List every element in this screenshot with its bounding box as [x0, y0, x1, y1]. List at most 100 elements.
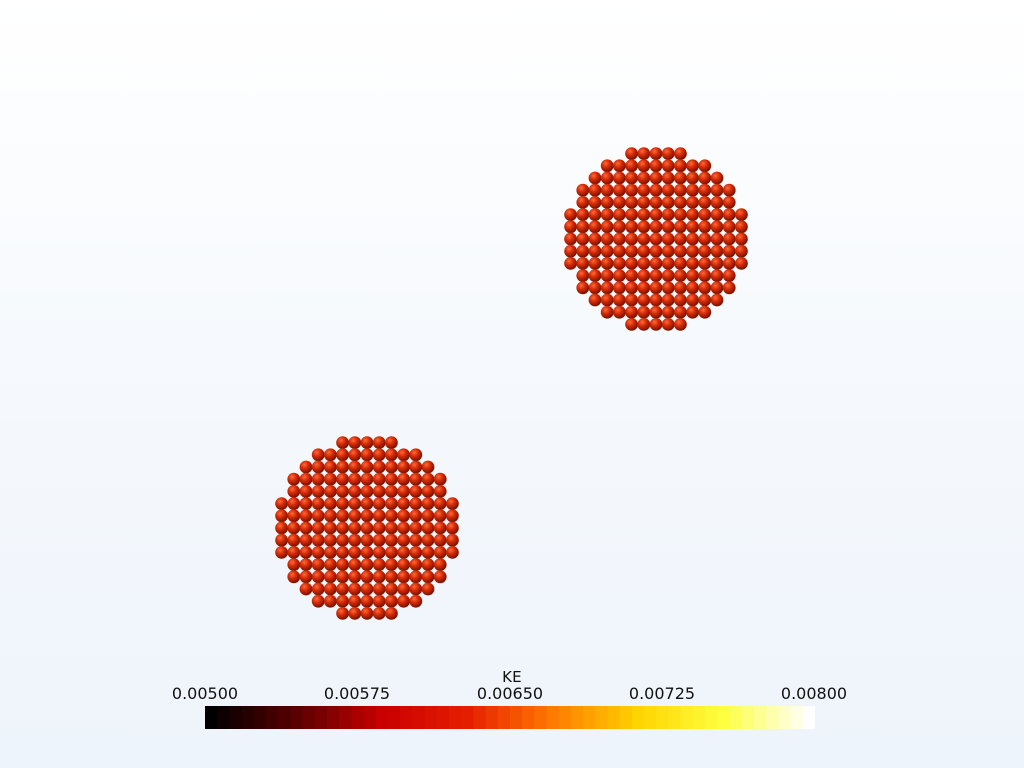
particle [348, 521, 362, 535]
particle [686, 244, 699, 258]
particle [649, 220, 663, 234]
particle [613, 196, 626, 209]
particle [324, 497, 337, 510]
particle [409, 533, 423, 547]
particle [588, 183, 602, 197]
particle [649, 293, 663, 307]
particle [649, 171, 663, 185]
particle [600, 269, 614, 282]
particle [287, 533, 301, 547]
particle [360, 582, 374, 596]
particle [576, 220, 590, 234]
particle [564, 208, 577, 222]
particle [397, 546, 410, 559]
particle [686, 232, 699, 246]
particle [698, 208, 712, 222]
particle [674, 305, 687, 319]
particle [686, 305, 699, 319]
particle [409, 546, 423, 559]
particle [600, 208, 614, 222]
particle [600, 183, 614, 197]
particle [324, 509, 337, 523]
particle [360, 460, 374, 474]
particle [348, 448, 362, 462]
particle [275, 509, 288, 523]
particle [360, 472, 374, 486]
particle [397, 485, 410, 498]
particle [674, 220, 687, 234]
particle [625, 196, 638, 209]
particle [649, 232, 663, 246]
particle [613, 269, 626, 282]
particle [409, 472, 423, 486]
particle [649, 281, 663, 295]
particle [397, 533, 410, 547]
particle [372, 497, 386, 510]
particle [311, 558, 325, 571]
particle [275, 521, 288, 535]
particle [372, 607, 386, 620]
particle [397, 570, 410, 584]
particle [397, 460, 410, 474]
particle [324, 521, 337, 535]
particle [600, 293, 614, 307]
particle [686, 293, 699, 307]
particle [299, 521, 313, 535]
particle [311, 546, 325, 559]
particle [686, 183, 699, 197]
particle [336, 472, 349, 486]
particle [710, 281, 724, 295]
particle [698, 171, 712, 185]
particle [735, 220, 748, 234]
particle [637, 147, 651, 161]
particle [433, 546, 447, 559]
particle [397, 509, 410, 523]
particle [637, 269, 651, 282]
particle [421, 521, 435, 535]
particle [686, 220, 699, 234]
particle [324, 448, 337, 462]
particle [433, 485, 447, 498]
particle [360, 448, 374, 462]
particle [372, 485, 386, 498]
particle [649, 196, 663, 209]
particle [576, 232, 590, 246]
particle [433, 558, 447, 571]
particle [613, 220, 626, 234]
particle [385, 460, 398, 474]
particle [287, 509, 301, 523]
particle [649, 244, 663, 258]
particle [686, 281, 699, 295]
particle [649, 208, 663, 222]
particle [600, 220, 614, 234]
particle [625, 244, 638, 258]
particle [299, 533, 313, 547]
particle [433, 521, 447, 535]
particle [421, 509, 435, 523]
particle [625, 293, 638, 307]
particle [372, 436, 386, 449]
particle [637, 208, 651, 222]
particle [710, 208, 724, 222]
particle [385, 570, 398, 584]
particle [625, 208, 638, 222]
particle [637, 159, 651, 173]
particle [637, 257, 651, 270]
particle [360, 607, 374, 620]
particle [299, 472, 313, 486]
particle [360, 521, 374, 535]
particle [336, 570, 349, 584]
particle [336, 521, 349, 535]
particle [348, 594, 362, 608]
particle [348, 533, 362, 547]
particle [336, 582, 349, 596]
particle [722, 220, 736, 234]
particle [674, 318, 687, 331]
particle [613, 208, 626, 222]
particle [661, 171, 675, 185]
particle [686, 257, 699, 270]
particle [661, 293, 675, 307]
particle [722, 269, 736, 282]
